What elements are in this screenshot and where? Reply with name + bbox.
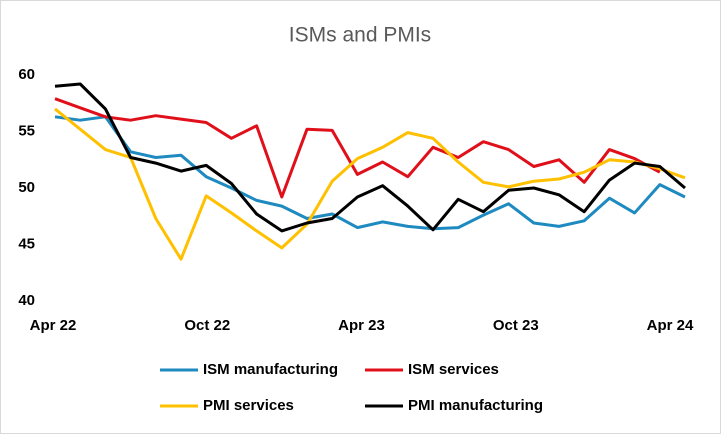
- series-line: [54, 115, 686, 231]
- series-line: [54, 82, 686, 233]
- legend-label: ISM services: [408, 361, 499, 378]
- x-tick-label: Oct 23: [493, 317, 539, 334]
- legend-label: PMI services: [203, 397, 294, 414]
- y-tick-label: 40: [18, 292, 35, 309]
- legend-label: ISM manufacturing: [203, 361, 338, 378]
- x-tick-label: Apr 22: [30, 317, 77, 334]
- x-tick-label: Apr 23: [338, 317, 385, 334]
- series-line: [54, 107, 686, 261]
- x-tick-label: Oct 22: [184, 317, 230, 334]
- y-tick-label: 45: [18, 235, 35, 252]
- y-tick-label: 55: [18, 122, 35, 139]
- series-line: [54, 97, 661, 199]
- y-tick-label: 60: [18, 66, 35, 83]
- y-tick-label: 50: [18, 179, 35, 196]
- legend-label: PMI manufacturing: [408, 397, 543, 414]
- x-tick-label: Apr 24: [647, 317, 694, 334]
- chart-title: ISMs and PMIs: [289, 24, 431, 47]
